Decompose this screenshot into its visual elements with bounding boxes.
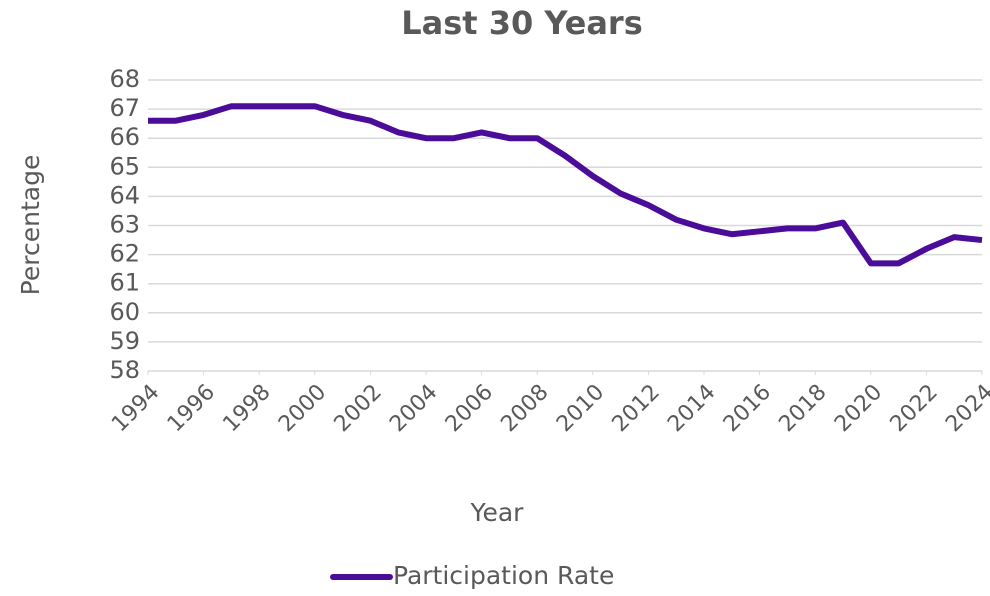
x-tick-label: 2014 xyxy=(663,380,720,437)
x-tick-label: 2018 xyxy=(774,380,831,437)
legend-label: Participation Rate xyxy=(393,561,614,590)
y-tick-label: 58 xyxy=(109,356,140,384)
x-tick-label: 2008 xyxy=(496,380,553,437)
x-tick-label: 2020 xyxy=(830,380,887,437)
x-tick-label: 2010 xyxy=(552,380,609,437)
y-tick-label: 67 xyxy=(109,94,140,122)
x-tick-label: 2006 xyxy=(441,380,498,437)
x-tick-label: 1994 xyxy=(107,380,164,437)
x-axis-label: Year xyxy=(470,498,525,527)
x-tick-label: 2002 xyxy=(330,380,387,437)
x-tick-label: 2016 xyxy=(719,380,776,437)
x-tick-label: 2022 xyxy=(886,380,943,437)
chart-title: Last 30 Years xyxy=(401,4,643,42)
x-tick-label: 2012 xyxy=(608,380,665,437)
y-tick-label: 65 xyxy=(109,152,140,180)
x-tick-label: 2024 xyxy=(941,380,990,437)
y-axis-label: Percentage xyxy=(16,155,45,296)
x-tick-label: 1998 xyxy=(218,380,275,437)
y-tick-label: 61 xyxy=(109,269,140,297)
y-tick-label: 66 xyxy=(109,123,140,151)
y-tick-label: 62 xyxy=(109,240,140,268)
x-tick-label: 2004 xyxy=(385,380,442,437)
y-tick-label: 59 xyxy=(109,327,140,355)
y-tick-label: 68 xyxy=(109,65,140,93)
y-tick-label: 63 xyxy=(109,211,140,239)
data-line xyxy=(148,103,983,267)
y-tick-label: 60 xyxy=(109,298,140,326)
x-tick-label: 1996 xyxy=(163,380,220,437)
x-tick-label: 2000 xyxy=(274,380,331,437)
y-tick-label: 64 xyxy=(109,181,140,209)
